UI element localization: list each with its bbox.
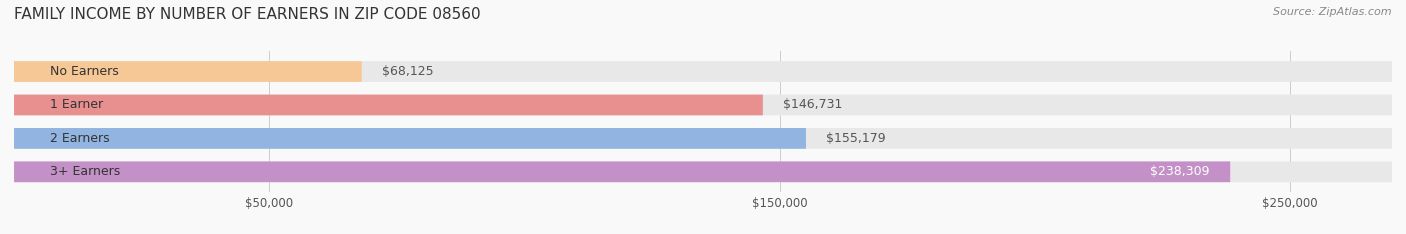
Text: No Earners: No Earners [49,65,118,78]
Text: FAMILY INCOME BY NUMBER OF EARNERS IN ZIP CODE 08560: FAMILY INCOME BY NUMBER OF EARNERS IN ZI… [14,7,481,22]
FancyBboxPatch shape [14,128,1392,149]
FancyBboxPatch shape [14,95,763,115]
Text: 1 Earner: 1 Earner [49,99,103,111]
Text: $238,309: $238,309 [1150,165,1209,178]
Text: Source: ZipAtlas.com: Source: ZipAtlas.com [1274,7,1392,17]
FancyBboxPatch shape [14,61,361,82]
FancyBboxPatch shape [14,61,1392,82]
FancyBboxPatch shape [14,128,806,149]
Text: $68,125: $68,125 [382,65,434,78]
Text: 3+ Earners: 3+ Earners [49,165,120,178]
FancyBboxPatch shape [14,95,1392,115]
Text: 2 Earners: 2 Earners [49,132,110,145]
Text: $155,179: $155,179 [827,132,886,145]
FancyBboxPatch shape [14,161,1230,182]
Text: $146,731: $146,731 [783,99,842,111]
FancyBboxPatch shape [14,161,1392,182]
